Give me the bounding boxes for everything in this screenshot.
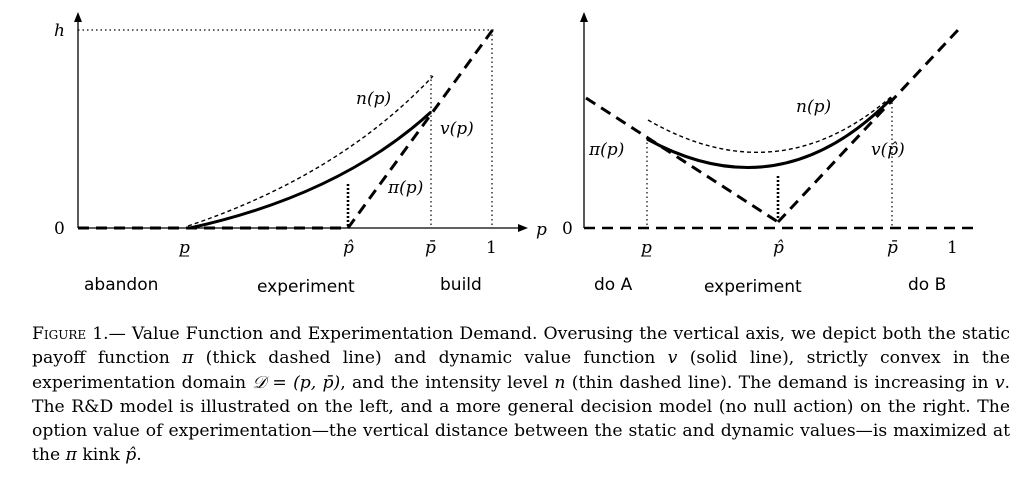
caption-text-4: , and the intensity level bbox=[340, 372, 555, 393]
caption-text-5: (thin dashed line). The demand is increa… bbox=[565, 372, 995, 393]
caption-pi-symbol: π bbox=[182, 348, 194, 369]
caption-text-6: . The R&D model is illustrated on the le… bbox=[32, 372, 1010, 466]
right-pi-label: π(p) bbox=[588, 140, 624, 160]
caption-label: Figure 1. bbox=[32, 324, 109, 344]
caption-text-8: . bbox=[136, 445, 142, 466]
left-v-curve bbox=[189, 110, 433, 230]
right-region-do-b: do B bbox=[908, 275, 946, 295]
left-p-axis-label: p bbox=[536, 220, 547, 240]
right-tick-p-bar: p̄ bbox=[887, 238, 898, 258]
right-pi-right-segment bbox=[776, 28, 960, 224]
figure-caption: Figure 1.— Value Function and Experiment… bbox=[32, 322, 1010, 468]
caption-v-symbol-2: v bbox=[994, 372, 1005, 393]
caption-v-symbol: v bbox=[667, 348, 678, 369]
right-region-do-a: do A bbox=[594, 275, 633, 295]
left-region-abandon: abandon bbox=[84, 275, 158, 295]
left-zero-label: 0 bbox=[54, 219, 65, 239]
right-n-label: n(p) bbox=[796, 97, 831, 117]
left-region-build: build bbox=[440, 275, 482, 295]
left-v-label: v(p) bbox=[440, 119, 474, 139]
right-tick-p-low: p bbox=[641, 238, 652, 258]
left-tick-p-bar: p̄ bbox=[425, 238, 436, 258]
left-region-experiment: experiment bbox=[257, 277, 355, 297]
left-pi-rising-segment bbox=[346, 27, 496, 229]
figure-1: h 0 p p p̂ p̄ 1 n(p) v(p) π(p) abandon e… bbox=[54, 12, 975, 297]
right-v-curve bbox=[646, 96, 894, 169]
right-v-label: v(p̂) bbox=[871, 140, 905, 160]
right-pi-left-segment bbox=[585, 96, 779, 224]
left-x-axis-arrow bbox=[518, 224, 528, 232]
left-panel: h 0 p p p̂ p̄ 1 n(p) v(p) π(p) abandon e… bbox=[54, 12, 547, 297]
caption-text-1: Value Function and Experimentation Deman… bbox=[32, 324, 1010, 369]
right-zero-label: 0 bbox=[562, 219, 573, 239]
left-n-curve bbox=[187, 75, 434, 227]
left-h-label: h bbox=[54, 21, 65, 41]
caption-text-2: (thick dashed line) and dynamic value fu… bbox=[193, 348, 668, 369]
right-n-curve bbox=[647, 95, 893, 153]
caption-phat-symbol: p̂ bbox=[125, 445, 137, 466]
left-n-label: n(p) bbox=[356, 89, 391, 109]
left-y-axis-arrow bbox=[74, 12, 82, 22]
left-tick-p-low: p bbox=[179, 238, 190, 258]
right-panel: 0 p p̂ p̄ 1 π(p) n(p) v(p̂) do A experim… bbox=[562, 12, 975, 297]
caption-text-3: (solid line), strictly convex in the exp… bbox=[32, 348, 1010, 393]
left-tick-p-hat: p̂ bbox=[343, 238, 354, 258]
caption-domain-symbol: 𝒟 = (p, p̄) bbox=[252, 372, 341, 393]
caption-text-7: kink bbox=[76, 445, 126, 466]
right-region-experiment: experiment bbox=[704, 277, 802, 297]
caption-title-separator: — bbox=[108, 324, 132, 344]
right-tick-one: 1 bbox=[947, 238, 958, 258]
left-tick-one: 1 bbox=[486, 238, 497, 258]
caption-n-symbol: n bbox=[554, 372, 566, 393]
caption-pi-symbol-2: π bbox=[65, 445, 77, 466]
right-tick-p-hat: p̂ bbox=[773, 238, 784, 258]
right-y-axis-arrow bbox=[580, 12, 588, 22]
left-pi-label: π(p) bbox=[387, 178, 423, 198]
